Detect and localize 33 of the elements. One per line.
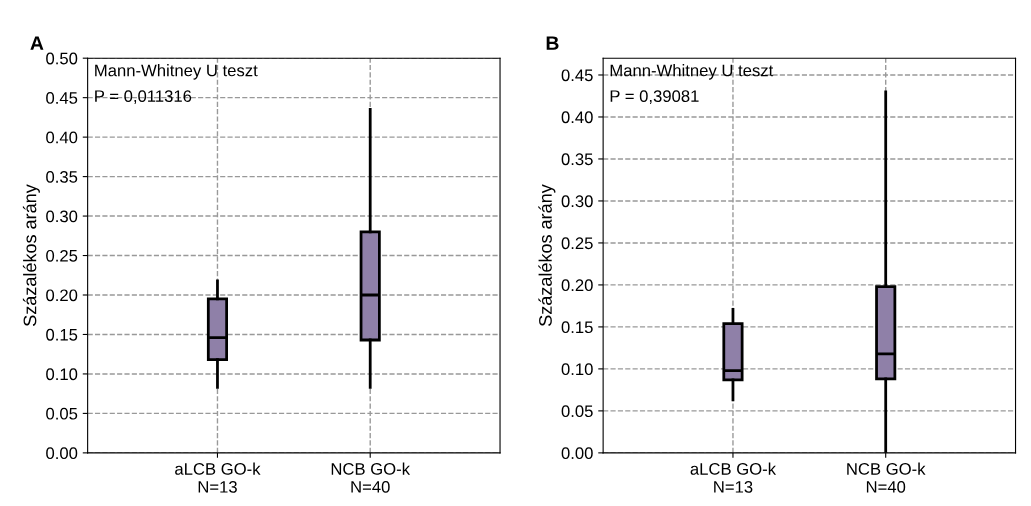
x-tick-label: NCB GO-k N=40 [847, 462, 926, 493]
y-tick-label: 0.30 [561, 195, 593, 208]
annotation: Mann-Whitney U teszt [95, 64, 258, 80]
x-tick-label: aLCB GO-k N=13 [690, 462, 777, 493]
y-tick-label: 0.20 [561, 279, 593, 292]
y-tick-label: 0.45 [561, 69, 593, 82]
y-tick-label: 0.35 [561, 153, 593, 166]
y-tick-label: 0.45 [46, 92, 78, 104]
annotation: P = 0,011316 [95, 90, 192, 104]
y-tick-label: 0.50 [46, 52, 78, 65]
y-tick-label: 0.00 [561, 447, 593, 460]
y-tick-label: 0.10 [561, 363, 593, 376]
y-tick-label: 0.05 [561, 405, 593, 418]
y-tick-label: 0.20 [46, 289, 78, 302]
annotation: Mann-Whitney U teszt [610, 64, 774, 80]
y-tick-label: 0.35 [46, 171, 78, 183]
y-tick-label: 0.25 [46, 249, 78, 262]
x-tick-label: aLCB GO-k N=13 [175, 462, 261, 493]
annotation: P = 0,39081 [610, 90, 699, 104]
y-axis-title: Százalékos arány [538, 184, 556, 326]
y-tick-label: 0.40 [46, 131, 78, 144]
y-tick-label: 0.00 [46, 447, 78, 460]
y-tick-label: 0.30 [46, 210, 78, 223]
y-tick-label: 0.10 [46, 368, 78, 381]
chart-title: B [546, 36, 559, 50]
y-tick-label: 0.40 [561, 111, 593, 124]
chart-title: A [30, 36, 44, 50]
x-tick-label: NCB GO-k N=40 [331, 462, 411, 493]
y-tick-label: 0.25 [561, 237, 593, 250]
y-tick-label: 0.15 [561, 321, 593, 334]
y-axis-title: Százalékos arány [22, 184, 40, 326]
y-tick-label: 0.15 [46, 328, 78, 341]
y-tick-label: 0.05 [46, 407, 78, 420]
